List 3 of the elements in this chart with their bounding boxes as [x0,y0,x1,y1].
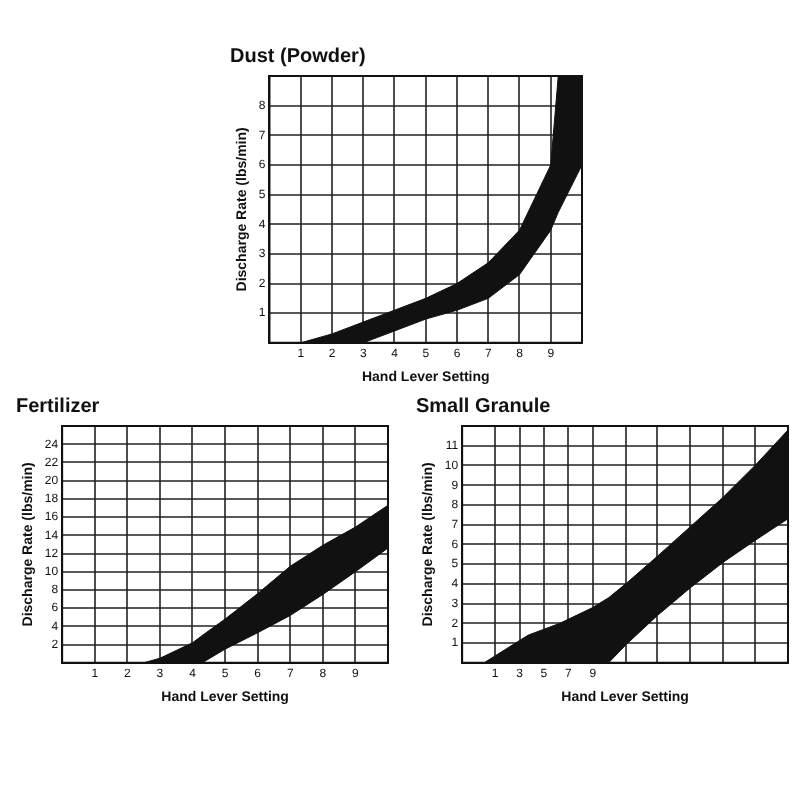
chart-title: Dust (Powder) [230,45,366,68]
chart-title: Fertilizer [16,395,100,418]
chart-title: Small Granule [416,395,552,418]
